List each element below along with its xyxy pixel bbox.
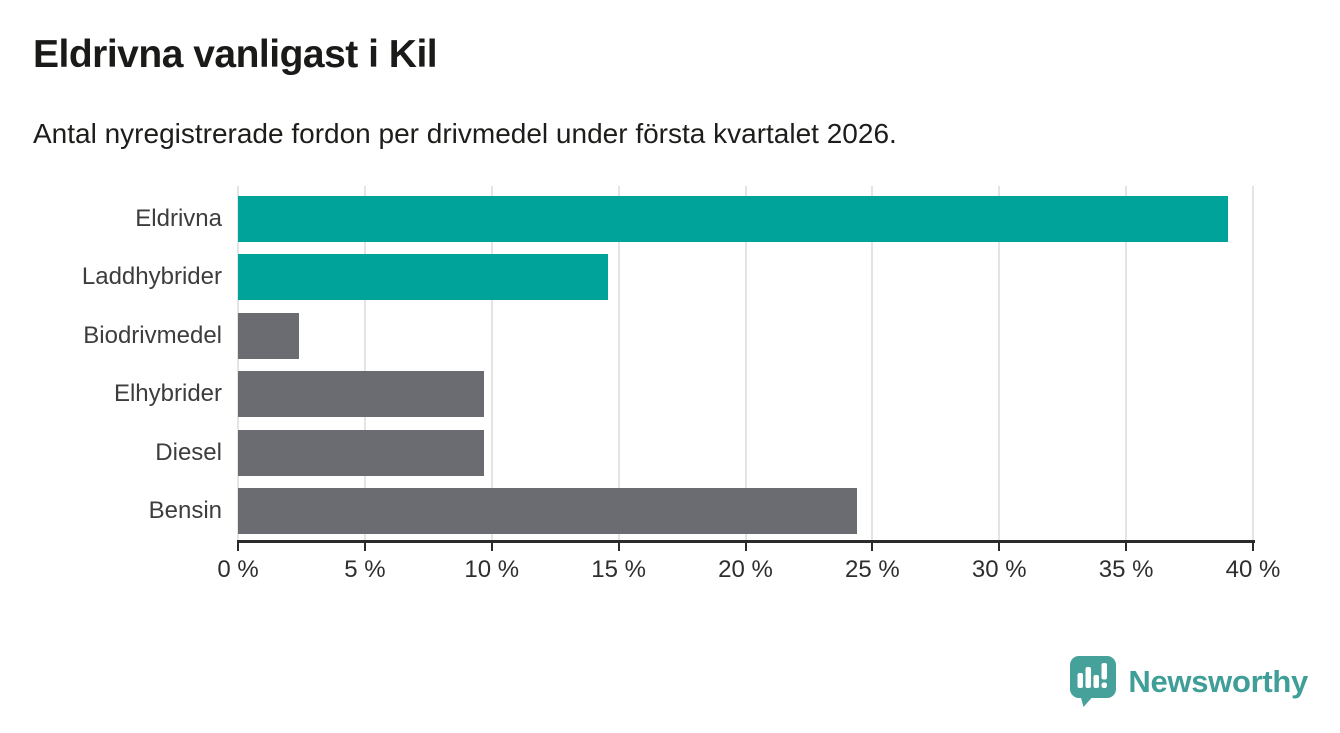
bar [238,429,485,476]
x-axis-tick [871,540,874,551]
logo-text: Newsworthy [1128,664,1308,699]
x-tick-label: 5 % [344,556,386,583]
gridline [237,186,239,540]
chart-row: Diesel [0,429,1340,476]
gridline [617,186,620,540]
gridline [363,186,366,540]
category-label: Elhybrider [113,380,222,408]
x-axis: 0 % 5 % 10 % 15 % 20 % 25 % 30 % 35 % 40 % [0,540,1340,600]
x-tick-label: 0 % [217,556,259,583]
category-label: Biodrivmedel [83,321,222,349]
x-axis-tick [490,540,493,551]
x-tick-label: 25 % [845,556,900,583]
bar [238,371,485,418]
chart-row: Biodrivmedel [0,312,1340,359]
chart-row: Laddhybrider [0,254,1340,301]
x-axis-tick [1125,540,1128,551]
bar-chart: Eldrivna Laddhybrider Biodrivmedel Elhybrid… [0,186,1340,540]
x-axis-tick [998,540,1001,551]
x-tick-label: 10 % [464,556,520,583]
page-subtitle: Antal nyregistrerade fordon per drivmede… [33,118,897,149]
gridline [744,186,747,540]
x-tick-label: 40 % [1225,556,1281,583]
bar-track [238,371,1253,418]
category-label: Diesel [155,438,222,466]
x-axis-tick [617,540,620,551]
x-axis-tick [1252,540,1254,551]
x-tick-label: 30 % [971,556,1027,583]
bar [238,488,858,534]
category-label: Bensin [148,497,222,524]
bar-track [238,429,1253,476]
bar-chart-speech-bubble-icon [1070,656,1117,707]
x-tick-label: 20 % [718,556,773,583]
plot-gridlines [237,186,1254,540]
bar [238,196,1228,242]
bar [238,312,299,359]
gridline [1252,186,1254,540]
category-label: Eldrivna [135,205,222,232]
bar-track [238,196,1253,242]
x-tick-label: 15 % [591,556,646,583]
x-tick-label: 35 % [1098,556,1154,583]
x-axis-line [238,540,1255,543]
chart-row: Bensin [0,488,1340,534]
category-label: Laddhybrider [81,263,222,291]
bar-track [238,488,1253,534]
x-axis-tick [744,540,747,551]
page-title: Eldrivna vanligast i Kil [33,33,438,76]
bar-track [238,254,1253,301]
gridline [871,186,874,540]
gridline [490,186,493,540]
gridline [998,186,1001,540]
bar [238,254,609,301]
gridline [1125,186,1128,540]
newsworthy-logo: Newsworthy [1070,656,1308,708]
x-axis-tick [363,540,366,551]
x-axis-tick [237,540,239,551]
bar-track [238,312,1253,359]
chart-row: Elhybrider [0,371,1340,418]
chart-row: Eldrivna [0,196,1340,242]
